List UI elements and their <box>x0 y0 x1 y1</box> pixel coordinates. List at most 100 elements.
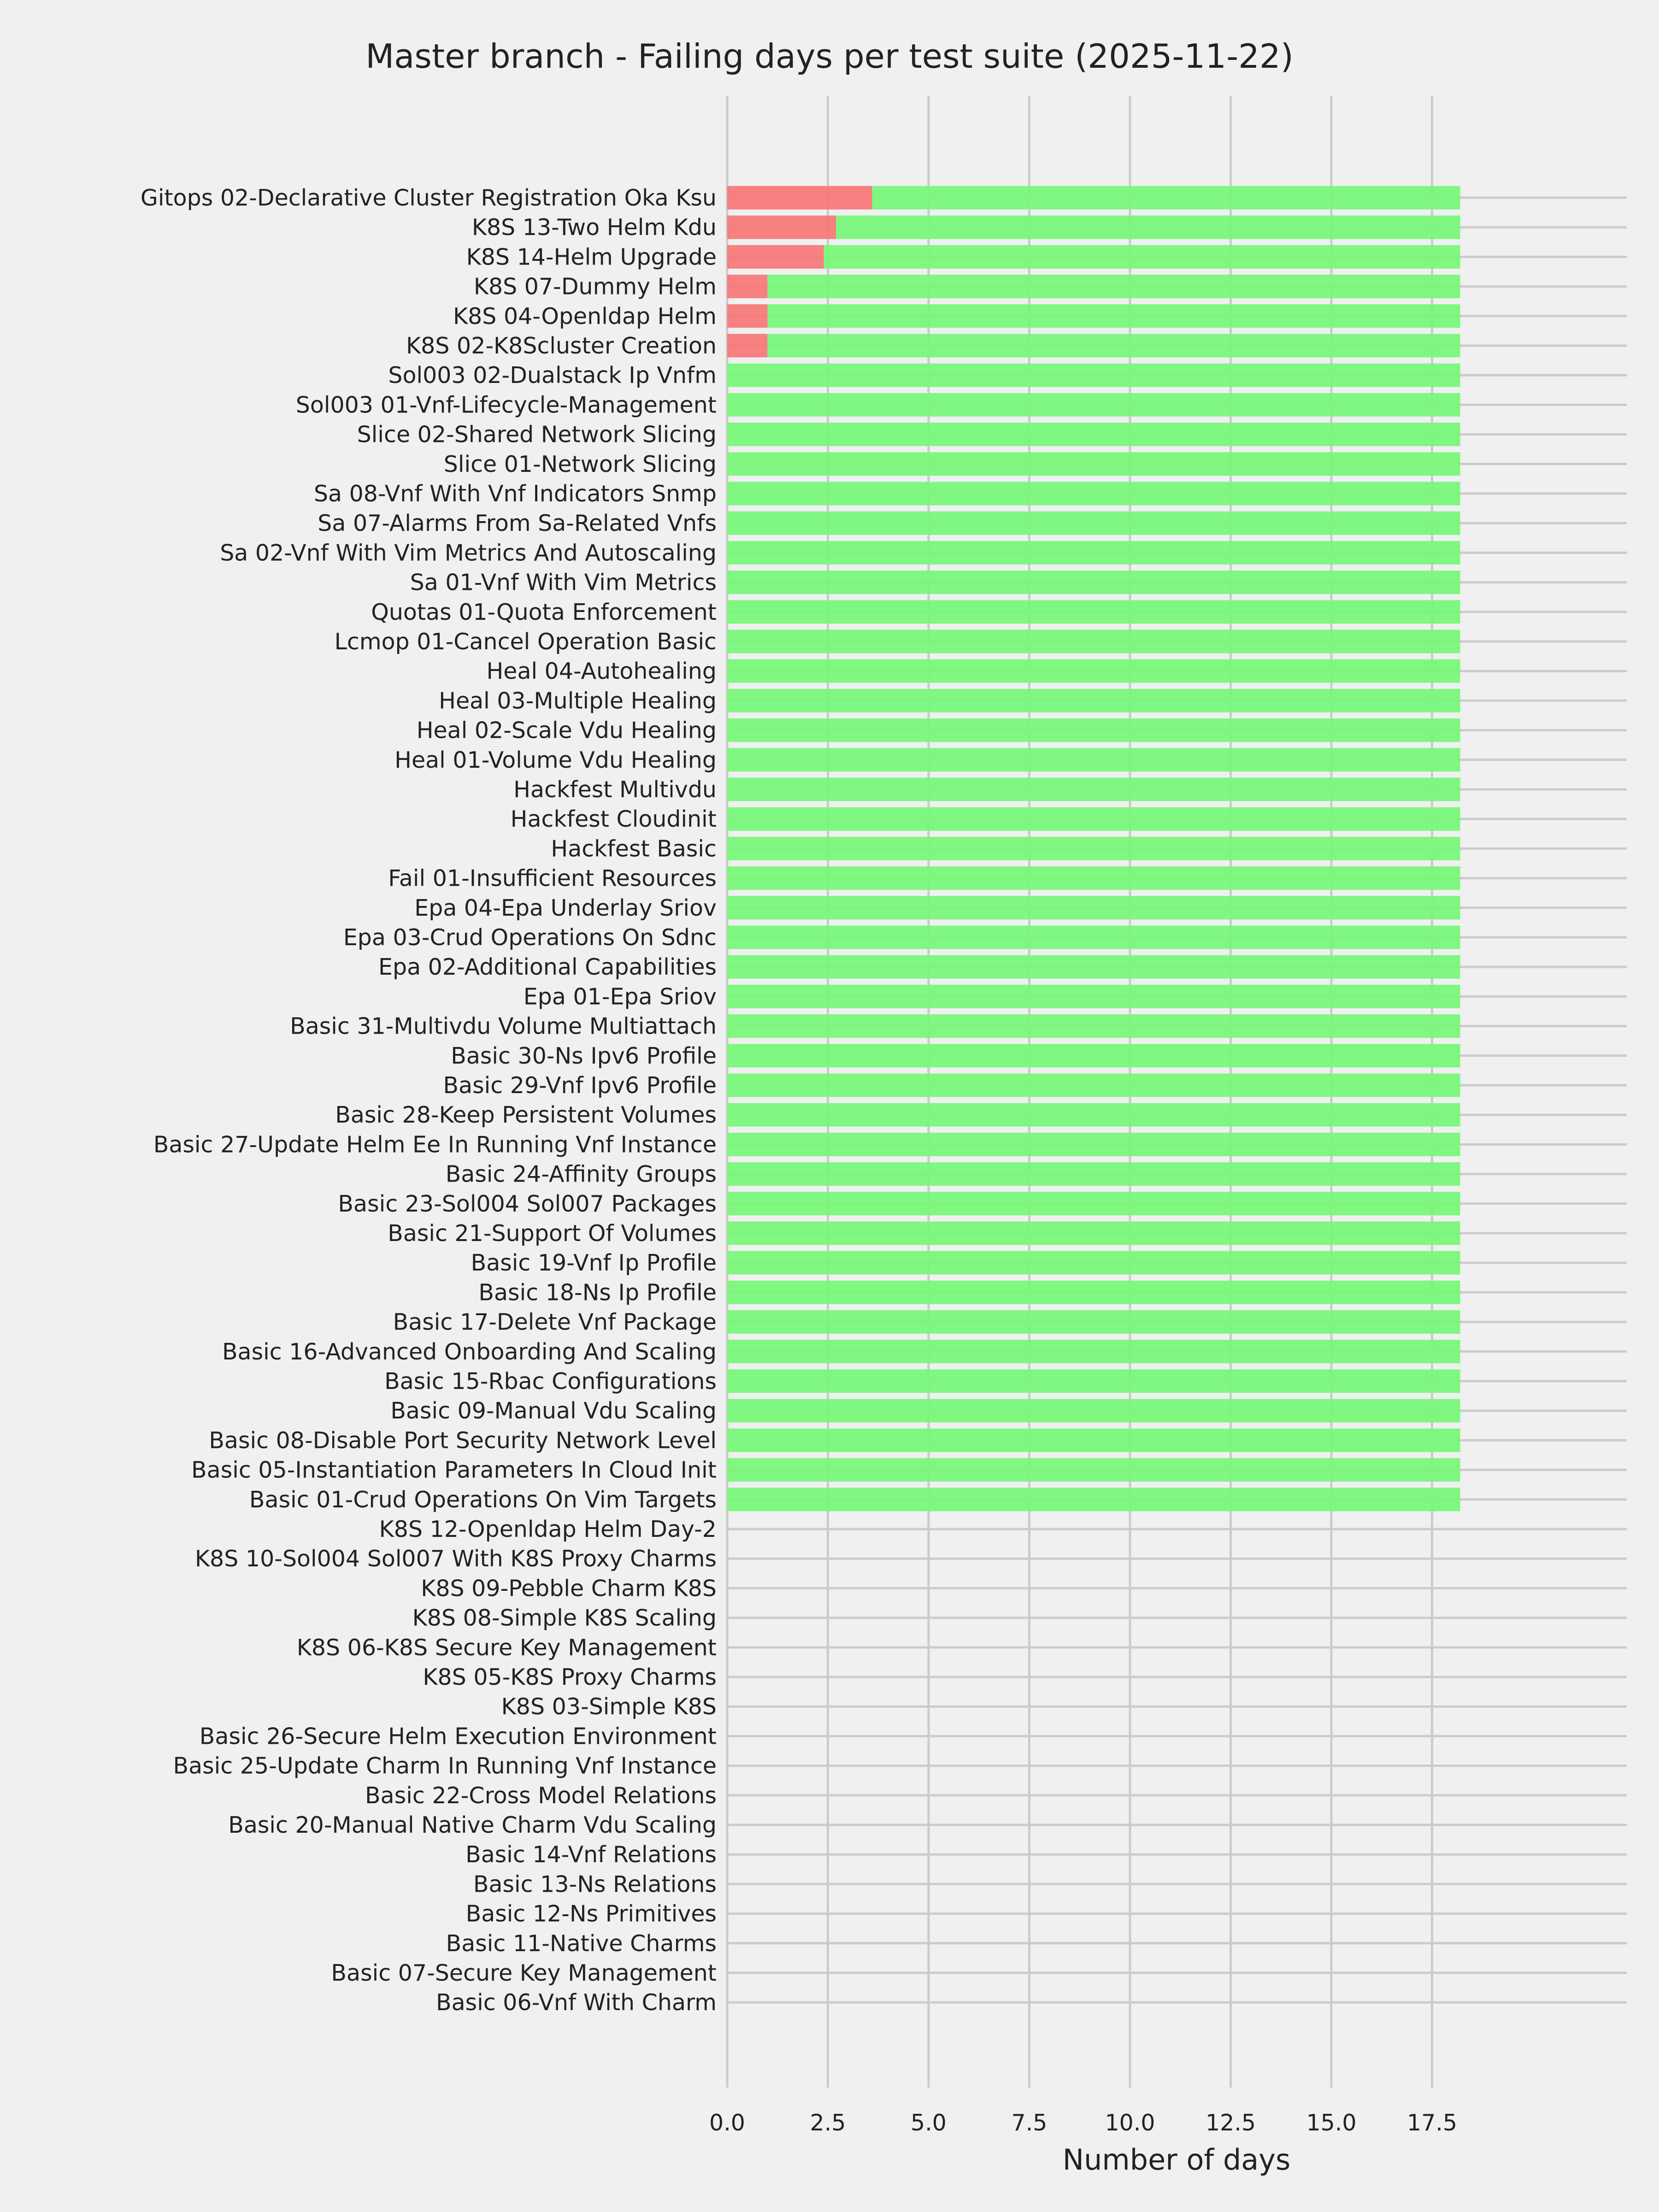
bar-passing <box>727 1428 1460 1452</box>
y-tick-label: Basic 31-Multivdu Volume Multiattach <box>290 1013 717 1040</box>
bar-passing <box>727 866 1460 890</box>
bar-passing <box>727 718 1460 742</box>
bar-passing <box>727 1369 1460 1393</box>
y-tick-label: Basic 23-Sol004 Sol007 Packages <box>338 1191 717 1217</box>
bar-passing <box>727 1251 1460 1275</box>
y-tick-label: Basic 01-Crud Operations On Vim Targets <box>249 1487 717 1513</box>
y-tick-label: Sa 08-Vnf With Vnf Indicators Snmp <box>314 481 717 507</box>
y-tick-label: Basic 18-Ns Ip Profile <box>478 1279 717 1306</box>
bar-passing <box>727 482 1460 506</box>
x-tick-label: 2.5 <box>810 2110 846 2136</box>
x-tick-label: 17.5 <box>1407 2110 1457 2136</box>
y-tick-label: Heal 04-Autohealing <box>486 658 717 684</box>
bar-passing <box>727 1044 1460 1068</box>
y-tick-label: Basic 13-Ns Relations <box>473 1871 717 1897</box>
bar-passing <box>767 275 1460 299</box>
bar-passing <box>727 1488 1460 1512</box>
x-tick-label: 5.0 <box>911 2110 947 2136</box>
y-tick-label: Basic 25-Update Charm In Running Vnf Ins… <box>173 1753 717 1779</box>
y-tick-label: K8S 02-K8Scluster Creation <box>406 333 717 359</box>
bar-passing <box>727 541 1460 565</box>
bar-failing <box>727 304 768 328</box>
y-tick-label: Basic 20-Manual Native Charm Vdu Scaling <box>228 1812 717 1838</box>
y-tick-label: Sol003 02-Dualstack Ip Vnfm <box>388 362 717 388</box>
bar-passing <box>727 1340 1460 1364</box>
y-tick-label: Slice 02-Shared Network Slicing <box>357 422 717 448</box>
bar-passing <box>727 1014 1460 1038</box>
x-tick-label: 10.0 <box>1105 2110 1155 2136</box>
y-tick-label: Basic 29-Vnf Ipv6 Profile <box>443 1072 717 1099</box>
x-tick-labels: 0.0 2.5 5.0 7.5 10.0 12.5 15.0 17.5 <box>709 2110 1457 2136</box>
y-tick-label: Sa 02-Vnf With Vim Metrics And Autoscali… <box>220 540 717 566</box>
y-tick-label: Basic 15-Rbac Configurations <box>384 1368 717 1394</box>
bar-passing <box>727 1192 1460 1216</box>
y-tick-label: Heal 01-Volume Vdu Healing <box>394 747 717 773</box>
y-tick-labels: Gitops 02-Declarative Cluster Registrati… <box>141 185 717 2016</box>
bar-passing <box>767 304 1460 328</box>
y-tick-label: Basic 09-Manual Vdu Scaling <box>390 1398 717 1424</box>
bar-passing <box>727 955 1460 979</box>
y-tick-label: Epa 04-Epa Underlay Sriov <box>414 895 717 921</box>
y-tick-label: K8S 05-K8S Proxy Charms <box>423 1664 717 1690</box>
bar-passing <box>727 1458 1460 1482</box>
bar-passing <box>727 896 1460 920</box>
y-tick-label: Basic 19-Vnf Ip Profile <box>471 1250 717 1276</box>
y-tick-label: Hackfest Multivdu <box>513 777 717 803</box>
y-tick-label: K8S 12-Openldap Helm Day-2 <box>379 1516 717 1542</box>
bar-failing <box>727 215 836 239</box>
bar-passing <box>727 452 1460 476</box>
y-tick-label: Basic 16-Advanced Onboarding And Scaling <box>222 1339 717 1365</box>
bar-passing <box>727 777 1460 801</box>
bar-passing <box>727 511 1460 535</box>
bar-passing <box>727 629 1460 653</box>
y-tick-label: Basic 11-Native Charms <box>446 1930 717 1957</box>
bar-passing <box>727 688 1460 712</box>
bar-passing <box>727 836 1460 860</box>
y-tick-label: Basic 17-Delete Vnf Package <box>393 1309 717 1335</box>
y-tick-label: Hackfest Basic <box>551 835 717 862</box>
bar-passing <box>727 1280 1460 1304</box>
bar-passing <box>727 1221 1460 1245</box>
bars <box>727 186 1460 1512</box>
bar-failing <box>727 245 824 269</box>
y-tick-label: Epa 03-Crud Operations On Sdnc <box>343 924 717 951</box>
y-tick-label: Basic 24-Affinity Groups <box>446 1161 717 1188</box>
bar-passing <box>727 423 1460 447</box>
bar-failing <box>727 334 768 358</box>
y-tick-label: Heal 03-Multiple Healing <box>439 688 717 714</box>
y-tick-label: Basic 07-Secure Key Management <box>331 1960 717 1986</box>
bar-passing <box>835 215 1460 239</box>
y-tick-label: K8S 10-Sol004 Sol007 With K8S Proxy Char… <box>195 1546 717 1572</box>
y-tick-label: K8S 14-Helm Upgrade <box>466 244 717 270</box>
y-tick-label: Heal 02-Scale Vdu Healing <box>417 718 717 744</box>
y-tick-label: K8S 08-Simple K8S Scaling <box>412 1605 717 1631</box>
y-tick-label: Basic 05-Instantiation Parameters In Clo… <box>191 1457 717 1483</box>
chart-title: Master branch - Failing days per test su… <box>365 37 1294 76</box>
y-tick-label: Basic 27-Update Helm Ee In Running Vnf I… <box>153 1131 717 1158</box>
y-tick-label: Quotas 01-Quota Enforcement <box>371 599 717 625</box>
bar-passing <box>727 1310 1460 1334</box>
x-axis-label: Number of days <box>1063 2143 1291 2177</box>
y-tick-label: Epa 02-Additional Capabilities <box>378 954 717 980</box>
y-tick-label: Basic 21-Support Of Volumes <box>388 1220 717 1247</box>
y-tick-label: K8S 03-Simple K8S <box>501 1694 717 1720</box>
y-tick-label: Slice 01-Network Slicing <box>444 451 717 477</box>
y-tick-label: Basic 14-Vnf Relations <box>465 1841 717 1868</box>
y-tick-label: Basic 12-Ns Primitives <box>466 1901 717 1927</box>
y-tick-label: Sol003 01-Vnf-Lifecycle-Management <box>296 392 717 418</box>
bar-passing <box>727 1162 1460 1186</box>
bar-passing <box>727 1132 1460 1156</box>
bar-passing <box>727 659 1460 683</box>
y-tick-label: K8S 04-Openldap Helm <box>453 303 717 329</box>
y-tick-label: K8S 06-K8S Secure Key Management <box>297 1635 717 1661</box>
y-tick-label: Hackfest Cloudinit <box>511 806 717 832</box>
bar-passing <box>727 571 1460 594</box>
bar-failing <box>727 186 872 210</box>
y-tick-label: K8S 13-Two Helm Kdu <box>472 214 717 241</box>
bar-passing <box>727 1103 1460 1127</box>
y-tick-label: Basic 28-Keep Persistent Volumes <box>335 1102 717 1128</box>
x-tick-label: 0.0 <box>709 2110 745 2136</box>
bar-passing <box>872 186 1460 210</box>
y-tick-label: Lcmop 01-Cancel Operation Basic <box>335 629 717 655</box>
y-tick-label: Fail 01-Insufficient Resources <box>388 865 717 892</box>
